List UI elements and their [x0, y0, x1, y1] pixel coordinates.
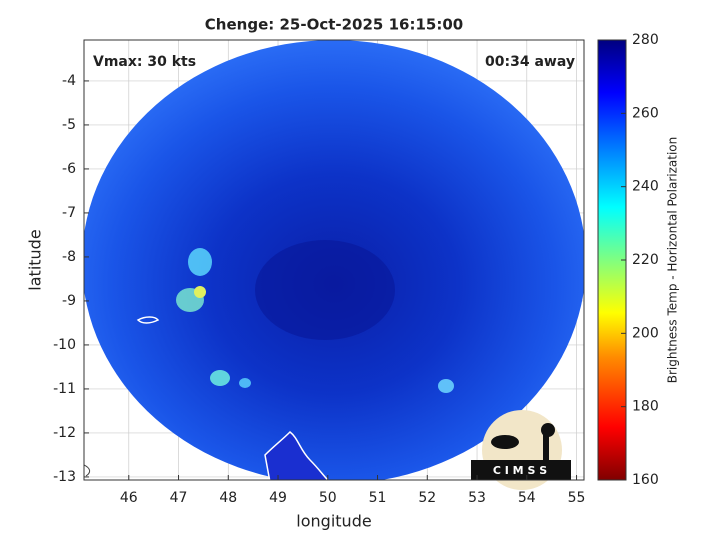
x-tick-label: 49 [269, 490, 287, 506]
y-tick-label: -13 [53, 469, 76, 485]
logo-text: C I M S S [493, 464, 547, 477]
coastline [84, 464, 91, 477]
y-tick-label: -10 [53, 337, 76, 353]
x-tick-label: 55 [568, 490, 586, 506]
blob [239, 378, 251, 388]
x-tick-label: 51 [369, 490, 387, 506]
x-tick-label: 47 [170, 490, 188, 506]
annotation: Vmax: 30 kts [93, 54, 196, 70]
colorbar-label: Brightness Temp - Horizontal Polarizatio… [666, 137, 680, 384]
coastline [136, 316, 160, 324]
colorbar-tick-label: 180 [632, 399, 659, 415]
colorbar-tick-label: 240 [632, 179, 659, 195]
logo: C I M S S [471, 410, 571, 490]
y-tick-label: -8 [62, 249, 76, 265]
y-tick-label: -12 [53, 425, 76, 441]
x-axis-label: longitude [296, 512, 371, 531]
colorbar-tick-label: 260 [632, 105, 659, 121]
logo-tower [543, 432, 549, 460]
logo-tank [541, 423, 555, 437]
colorbar-tick-label: 200 [632, 325, 659, 341]
plot-frame [83, 39, 585, 481]
image [84, 40, 584, 480]
colorbar-tick-label: 160 [632, 472, 659, 488]
blob [210, 370, 230, 386]
blob [188, 248, 212, 276]
y-tick-label: -7 [62, 205, 76, 221]
y-tick-label: -5 [62, 117, 76, 133]
chart-title: Chenge: 25-Oct-2025 16:15:00 [205, 16, 463, 34]
blob [194, 286, 206, 298]
y-tick-label: -9 [62, 293, 76, 309]
colorbar-tick-label: 280 [632, 32, 659, 48]
x-tick-label: 46 [120, 490, 138, 506]
blob [438, 379, 454, 393]
y-tick-label: -6 [62, 161, 76, 177]
logo-dish [491, 435, 519, 449]
x-tick-label: 54 [518, 490, 536, 506]
logo-band [471, 460, 571, 480]
annotation: 00:34 away [485, 54, 575, 70]
x-tick-label: 48 [219, 490, 237, 506]
x-tick-label: 50 [319, 490, 337, 506]
eye-region [255, 240, 395, 340]
y-tick-label: -4 [62, 73, 76, 89]
x-tick-label: 53 [468, 490, 486, 506]
x-tick-label: 52 [418, 490, 436, 506]
colorbar-tick-label: 220 [632, 252, 659, 268]
coastline [264, 431, 329, 480]
y-tick-label: -11 [53, 381, 76, 397]
y-axis-label: latitude [26, 229, 45, 290]
